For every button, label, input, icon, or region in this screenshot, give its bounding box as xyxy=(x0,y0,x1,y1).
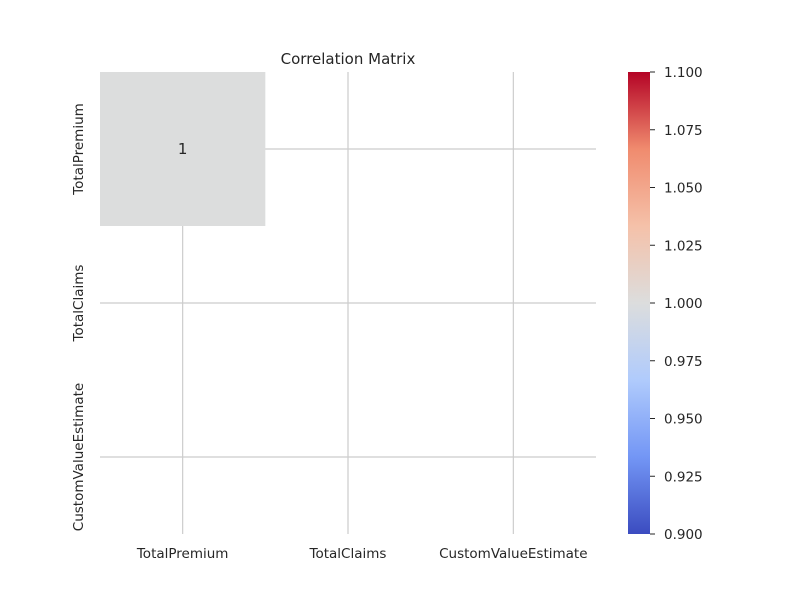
cell-annotation: 1 xyxy=(178,140,188,158)
y-tick-label: CustomValueEstimate xyxy=(71,383,87,531)
colorbar xyxy=(628,72,650,534)
colorbar-tick-label: 1.050 xyxy=(664,181,703,197)
colorbar-tick-label: 0.950 xyxy=(664,412,703,428)
colorbar-tick-label: 1.075 xyxy=(664,123,703,139)
y-tick-label: TotalClaims xyxy=(71,265,87,343)
colorbar-tick-label: 1.025 xyxy=(664,238,703,254)
heatmap-cell xyxy=(100,72,266,226)
colorbar-tick-label: 0.900 xyxy=(664,527,703,543)
colorbar-tick-label: 0.975 xyxy=(664,354,703,370)
heatmap-cells: 1 xyxy=(100,72,266,226)
x-tick-label: TotalPremium xyxy=(136,546,229,562)
colorbar-tick-labels: 0.900 0.925 0.950 0.975 1.000 1.025 1.050 1.075… xyxy=(650,65,703,543)
colorbar-tick-label: 1.100 xyxy=(664,65,703,81)
y-tick-labels: TotalPremium TotalClaims CustomValueEstima… xyxy=(71,103,87,531)
x-tick-labels: TotalPremium TotalClaims CustomValueEstima… xyxy=(136,546,588,562)
colorbar-tick-label: 1.000 xyxy=(664,296,703,312)
colorbar-tick-label: 0.925 xyxy=(664,469,703,485)
y-tick-label: TotalPremium xyxy=(71,103,87,196)
chart-title: Correlation Matrix xyxy=(281,50,416,68)
x-tick-label: CustomValueEstimate xyxy=(439,546,587,562)
x-tick-label: TotalClaims xyxy=(309,546,387,562)
